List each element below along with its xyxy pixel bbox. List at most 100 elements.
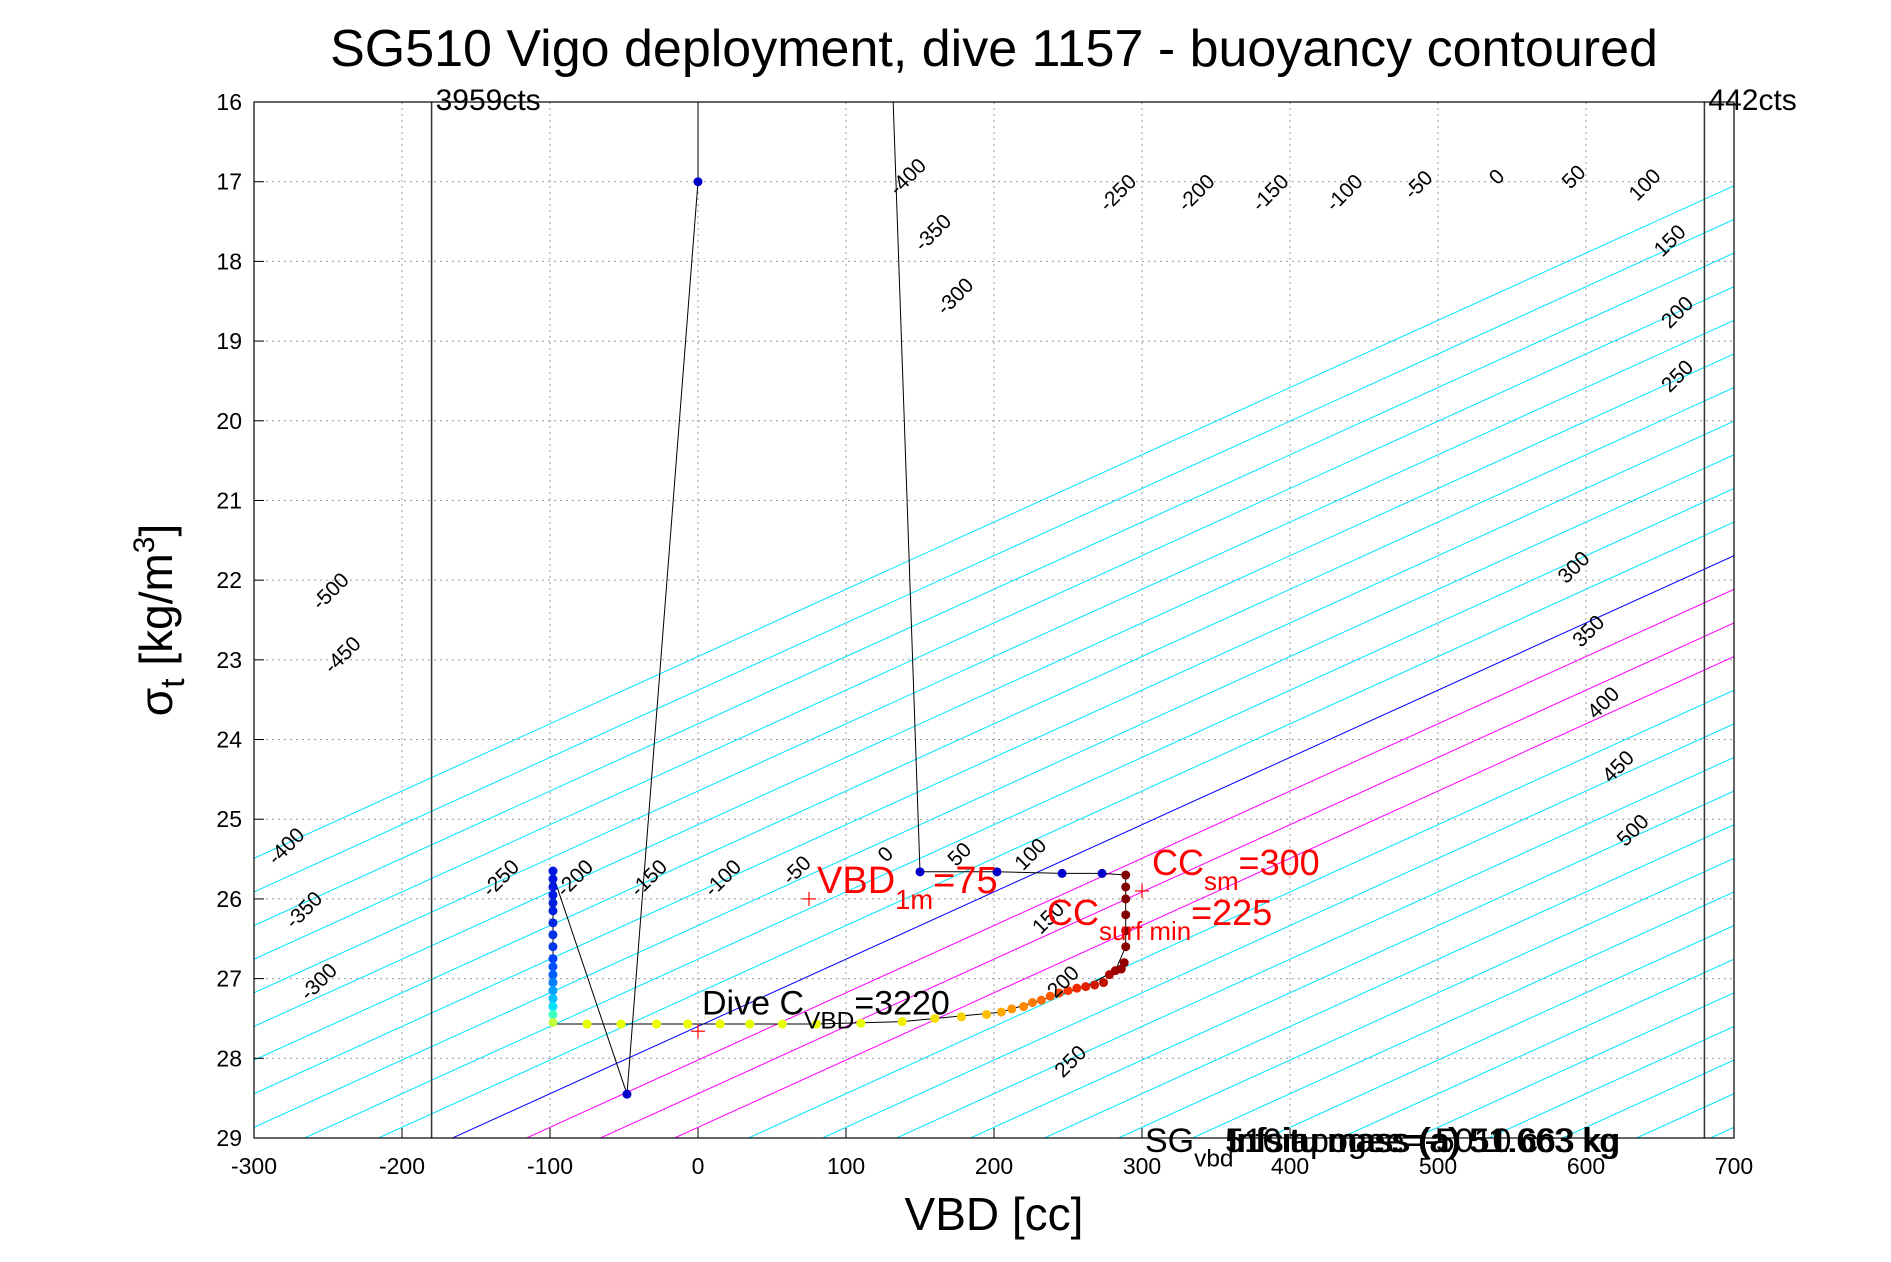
profile-dot [1090,980,1100,990]
profile-dot [1027,998,1037,1008]
contour-label: -450 [320,632,366,678]
contour-label: -250 [478,855,524,901]
contour-line [1757,22,1891,1217]
contour-line [254,454,1734,1128]
dive-point-dot [693,177,703,187]
profile-dot [548,1009,558,1019]
profile-dot [1121,942,1131,952]
contour-line [599,622,1734,1138]
contour-label: -100 [700,855,746,901]
x-tick-label: -100 [527,1153,573,1179]
profile-dot [548,954,558,964]
sg-vbd-annotation: SGvbd [1145,1122,1234,1172]
contour-line [254,386,1734,1061]
y-tick-label: 29 [216,1125,242,1151]
dive-point-dot [1057,868,1067,878]
profile-dot [1072,983,1082,993]
profile-dot [548,874,558,884]
dive-point-dot [1097,868,1107,878]
profile-dot [1081,982,1091,992]
chart-title: SG510 Vigo deployment, dive 1157 - buoya… [330,20,1658,78]
profile-dot [1121,910,1131,920]
cc-sm-annotation: CCsm=300 [1152,842,1320,896]
y-tick-label: 26 [216,886,242,912]
contour-line [254,218,1734,893]
profile-dot [1099,978,1109,988]
profile-dot [548,918,558,928]
x-tick-label: -200 [379,1153,425,1179]
y-axis-label-symbol: σ [130,688,182,716]
dive-c-vbd-annotation: Dive CVBD=3220 [702,984,950,1034]
contour-line [1191,891,1734,1138]
profile-dot [548,962,558,972]
x-axis-label: VBD [cc] [905,1188,1084,1240]
contour-line [525,588,1734,1138]
profile-dot [548,994,558,1004]
profile-dot [897,1017,907,1027]
profile-dot [548,882,558,892]
contour-label: -150 [626,855,672,901]
count-limit-label: 3959cts [436,84,541,117]
profile-dot [548,930,558,940]
contour-label: 250 [1050,1041,1091,1082]
profile-dot [1045,991,1055,1001]
profile-dot [930,1013,940,1023]
y-tick-label: 18 [216,248,242,274]
contour-label: -150 [1248,170,1294,216]
count-limit-label: 442cts [1708,84,1796,117]
contour-label: 100 [1625,165,1666,206]
x-tick-label: 200 [975,1153,1013,1179]
contour-label: -200 [1174,170,1220,216]
profile-dot [548,986,558,996]
y-tick-label: 21 [216,487,242,513]
profile-dot [582,1019,592,1029]
contour-label: -400 [885,154,931,200]
profile-dot [745,1019,755,1029]
contour-label: -350 [910,210,956,256]
contour-label: -50 [778,852,816,890]
y-axis-label-units: [kg/m [130,553,182,678]
profile-dot [548,942,558,952]
contour-line [1413,992,1734,1138]
contour-line [254,319,1734,994]
contour-line [747,689,1734,1138]
contour-line [1635,1093,1734,1138]
contour-label: -500 [308,569,354,615]
contour-label: 500 [1613,810,1654,851]
y-tick-label: 22 [216,567,242,593]
x-tick-label: 500 [1419,1153,1457,1179]
profile-dot [616,1019,626,1029]
profile-dot [1119,958,1129,968]
profile-dot [1007,1004,1017,1014]
profile-dot [1121,882,1131,892]
dive-point-dot [992,867,1002,877]
contour-line [1831,22,1891,1217]
dive-point-dot [622,1089,632,1099]
y-axis-label-close: ] [130,524,182,537]
profile-dot [1036,995,1046,1005]
y-tick-label: 27 [216,966,242,992]
y-axis-ticks: 16 17 18 19 20 21 22 23 24 25 26 27 28 29 [216,89,264,1151]
x-tick-label: 700 [1715,1153,1753,1179]
profile-dot [982,1009,992,1019]
profile-dot [1063,986,1073,996]
profile-dot [856,1018,866,1028]
count-limit-lines: 3959cts 442cts [430,84,1797,1138]
y-axis-label: σt [kg/m3] [128,524,192,717]
contour-line [451,555,1734,1138]
profile-dot [548,1002,558,1012]
y-tick-label: 25 [216,806,242,832]
profile-dot [548,866,558,876]
contour-line [254,185,1734,859]
contour-label: -100 [1322,170,1368,216]
y-tick-label: 17 [216,169,242,195]
x-tick-label: 400 [1271,1153,1309,1179]
contour-line [1117,857,1734,1138]
y-tick-label: 28 [216,1045,242,1071]
buoyancy-contours [254,22,1891,1217]
grid [253,101,1735,1139]
x-tick-label: 100 [827,1153,865,1179]
profile-dot [652,1019,662,1029]
